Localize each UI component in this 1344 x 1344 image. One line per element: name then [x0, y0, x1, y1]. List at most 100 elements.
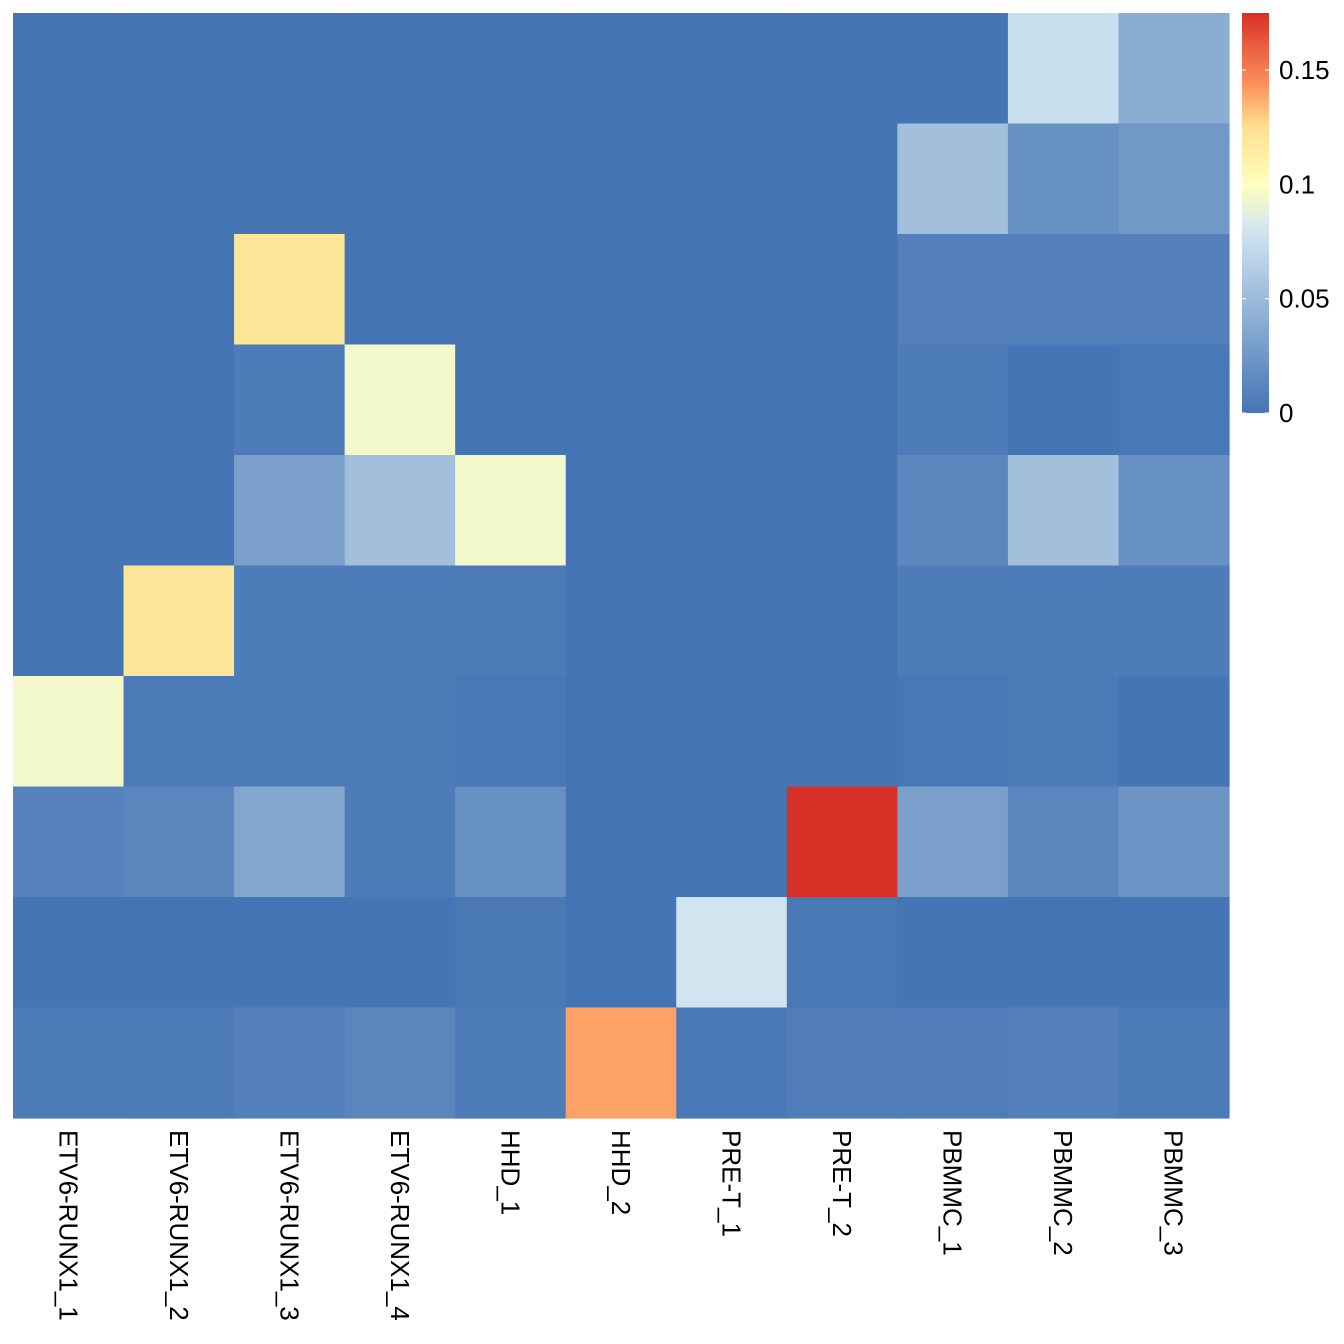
heatmap-cell: [565, 123, 677, 235]
heatmap-cell: [13, 1007, 125, 1119]
heatmap-cell: [1118, 786, 1230, 898]
heatmap-cell: [786, 234, 898, 346]
heatmap-cell: [234, 234, 346, 346]
legend-tick-label: 0.05: [1279, 284, 1330, 314]
heatmap-cell: [455, 123, 567, 235]
column-label: PBMMC_1: [938, 1130, 968, 1256]
heatmap-cell: [344, 123, 456, 235]
heatmap-cell: [344, 1007, 456, 1119]
column-label: ETV6-RUNX1_3: [274, 1130, 304, 1321]
heatmap-cell: [676, 1007, 788, 1119]
column-label: PRE-T_2: [827, 1130, 857, 1237]
heatmap-cell: [786, 1007, 898, 1119]
heatmap-cell: [676, 897, 788, 1009]
heatmap-cell: [676, 344, 788, 456]
heatmap-cell: [123, 234, 235, 346]
heatmap-cell: [123, 344, 235, 456]
heatmap-cell: [565, 234, 677, 346]
heatmap-cell: [565, 897, 677, 1009]
heatmap-cell: [123, 123, 235, 235]
heatmap-cell: [13, 676, 125, 788]
column-label: ETV6-RUNX1_1: [53, 1130, 83, 1321]
heatmap-cell: [1118, 565, 1230, 677]
heatmap-cell: [234, 1007, 346, 1119]
heatmap-cell: [455, 234, 567, 346]
heatmap-cell: [897, 123, 1009, 235]
heatmap-cell: [1007, 565, 1120, 677]
heatmap-cell: [13, 565, 125, 677]
heatmap-cell: [897, 897, 1009, 1009]
heatmap-cell: [786, 455, 898, 567]
heatmap-cell: [123, 676, 235, 788]
column-label: ETV6-RUNX1_2: [164, 1130, 194, 1321]
heatmap-cell: [786, 123, 898, 235]
heatmap-cell: [897, 786, 1009, 898]
heatmap-cell: [1007, 786, 1120, 898]
column-label: ETV6-RUNX1_4: [385, 1130, 415, 1321]
heatmap-cell: [123, 13, 235, 125]
heatmap-cell: [676, 676, 788, 788]
heatmap-cell: [234, 344, 346, 456]
heatmap-cell: [344, 565, 456, 677]
heatmap-cell: [455, 897, 567, 1009]
heatmap-cell: [897, 234, 1009, 346]
heatmap-cell: [13, 344, 125, 456]
heatmap-cell: [786, 565, 898, 677]
heatmap-cell: [455, 344, 567, 456]
heatmap-cell: [897, 344, 1009, 456]
heatmap-cells: [13, 13, 1230, 1119]
legend-tick-label: 0.15: [1279, 55, 1330, 85]
heatmap-cell: [1118, 344, 1230, 456]
heatmap-cell: [123, 455, 235, 567]
heatmap-cell: [1118, 897, 1230, 1009]
heatmap-cell: [897, 13, 1009, 125]
heatmap-cell: [1007, 13, 1120, 125]
heatmap-cell: [13, 786, 125, 898]
heatmap-cell: [565, 13, 677, 125]
heatmap-cell: [676, 234, 788, 346]
heatmap-cell: [234, 786, 346, 898]
heatmap-cell: [897, 676, 1009, 788]
heatmap-cell: [1118, 123, 1230, 235]
heatmap-cell: [455, 13, 567, 125]
heatmap-cell: [234, 123, 346, 235]
heatmap-cell: [786, 676, 898, 788]
heatmap-cell: [897, 455, 1009, 567]
heatmap-cell: [234, 455, 346, 567]
heatmap-cell: [786, 344, 898, 456]
heatmap-cell: [344, 13, 456, 125]
heatmap-cell: [455, 676, 567, 788]
heatmap-cell: [786, 13, 898, 125]
heatmap-cell: [455, 1007, 567, 1119]
heatmap-cell: [13, 234, 125, 346]
color-legend: 0 0.05 0.1 0.15: [1242, 13, 1330, 428]
column-label: PRE-T_1: [717, 1130, 747, 1237]
heatmap-cell: [676, 123, 788, 235]
heatmap-cell: [676, 565, 788, 677]
heatmap-cell: [455, 455, 567, 567]
heatmap-cell: [786, 786, 898, 898]
legend-ticks: 0 0.05 0.1 0.15: [1242, 55, 1330, 428]
heatmap-cell: [786, 897, 898, 1009]
heatmap-cell: [234, 565, 346, 677]
legend-color-bar: [1242, 13, 1269, 413]
heatmap-cell: [13, 897, 125, 1009]
heatmap-cell: [565, 1007, 677, 1119]
heatmap-cell: [565, 344, 677, 456]
heatmap-cell: [1007, 234, 1120, 346]
legend-tick-label: 0.1: [1279, 169, 1315, 199]
heatmap-cell: [344, 344, 456, 456]
heatmap-cell: [1007, 344, 1120, 456]
heatmap-cell: [455, 565, 567, 677]
heatmap-cell: [676, 786, 788, 898]
heatmap-cell: [234, 897, 346, 1009]
heatmap-cell: [123, 786, 235, 898]
heatmap-cell: [1007, 897, 1120, 1009]
heatmap-cell: [1118, 234, 1230, 346]
heatmap-cell: [565, 676, 677, 788]
heatmap-cell: [1007, 676, 1120, 788]
heatmap-cell: [234, 676, 346, 788]
heatmap-cell: [455, 786, 567, 898]
heatmap-cell: [1118, 455, 1230, 567]
